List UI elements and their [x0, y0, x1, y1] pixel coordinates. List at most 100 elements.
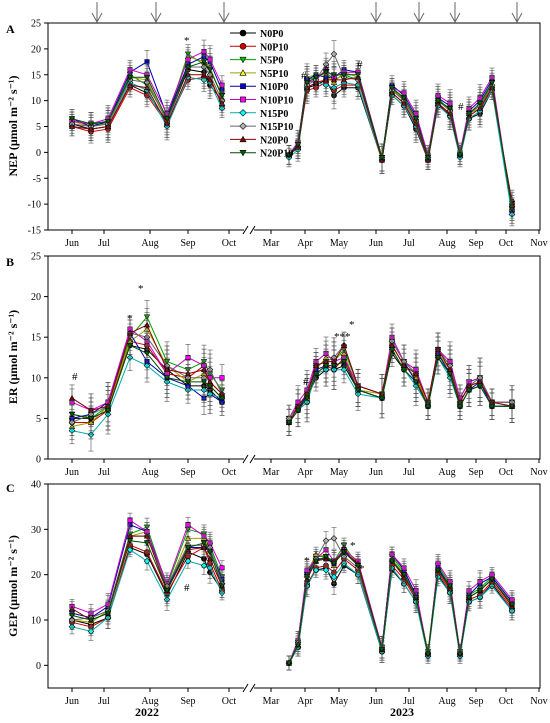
- arrow-icon: [370, 2, 382, 24]
- x-tick-label: Jul: [403, 696, 415, 707]
- data-point: [322, 566, 330, 574]
- data-point: [456, 651, 464, 658]
- data-point: [87, 416, 95, 422]
- panel-B-annotations: # * * # *** *: [72, 283, 355, 388]
- series-line: [71, 74, 223, 130]
- panel-C-ylabel: GEP (μmol m⁻² s⁻¹): [6, 535, 20, 637]
- series-N20P0: [68, 526, 516, 671]
- series-N15P0: [68, 542, 516, 671]
- y-tick-label: 20: [31, 292, 41, 303]
- annotation-hash: #: [303, 376, 309, 388]
- x-tick-label: Sep: [469, 467, 484, 478]
- data-point: [218, 395, 226, 402]
- annotation-star: *: [349, 319, 355, 331]
- x-tick-label: Aug: [438, 238, 455, 249]
- x-tick-label: Jun: [369, 238, 383, 249]
- series-line: [71, 519, 223, 614]
- data-point: [206, 67, 214, 73]
- x-tick-label: May: [330, 696, 348, 707]
- annotation-star: *: [350, 540, 356, 552]
- annotation-hash: #: [301, 70, 307, 82]
- data-point: [285, 660, 293, 667]
- legend-label: N20P0: [260, 135, 288, 146]
- x-tick-label: Aug: [141, 696, 158, 707]
- panel-B-xticks: Jun Jul Aug Sep Oct Mar Apr May Jun Jul Aug Sep Oct N…: [65, 454, 548, 478]
- panel-C-plot: [68, 512, 516, 671]
- data-point: [219, 565, 225, 571]
- data-point: [104, 610, 112, 617]
- data-point: [340, 549, 348, 556]
- data-point: [322, 363, 330, 369]
- data-point: [206, 549, 214, 556]
- data-point: [456, 403, 464, 410]
- panel-A-xticks: Jun Jul Aug Sep Oct Mar Apr May Jun Jul Aug Sep Oct N…: [65, 225, 548, 249]
- x-tick-label: Aug: [438, 467, 455, 478]
- data-point: [68, 394, 76, 401]
- annotation-hash: #: [72, 371, 78, 383]
- data-point: [87, 121, 95, 128]
- arrow-head: [91, 12, 103, 24]
- x-tick-label: Mar: [263, 467, 280, 478]
- data-point: [378, 155, 386, 161]
- x-tick-label: Jul: [403, 467, 415, 478]
- data-point: [163, 375, 171, 382]
- series-line: [71, 328, 222, 411]
- x-tick-label: May: [330, 467, 348, 478]
- data-point: [446, 371, 454, 377]
- data-point: [200, 71, 208, 78]
- series-N5P10: [68, 47, 516, 221]
- arrow-icon: [511, 2, 523, 24]
- y-tick-label: 25: [31, 252, 41, 263]
- annotation-star: *: [184, 35, 190, 47]
- data-point: [185, 354, 191, 361]
- panel-A-letter: A: [6, 22, 15, 36]
- data-point: [303, 80, 311, 86]
- x-tick-label: Jun: [369, 467, 383, 478]
- data-point: [312, 558, 320, 565]
- data-point: [322, 537, 330, 544]
- data-point: [144, 59, 150, 65]
- series-line: [71, 344, 223, 419]
- data-point: [185, 522, 191, 528]
- data-point: [303, 574, 311, 581]
- y-tick-label: -5: [33, 174, 41, 185]
- axis-break-mark: [249, 225, 256, 235]
- series-line: [71, 540, 223, 621]
- data-point: [68, 411, 76, 418]
- series-line: [71, 548, 223, 632]
- data-point: [434, 567, 442, 574]
- series-line: [71, 324, 223, 411]
- panel-B: B ER (μmol m⁻² s⁻¹) 0 5 10 15 20 25 Jun Jul Aug…: [6, 252, 548, 479]
- data-point: [340, 359, 348, 365]
- data-point: [508, 601, 516, 608]
- axis-break-gap: [244, 685, 254, 691]
- data-point: [294, 642, 302, 649]
- data-point: [330, 363, 338, 369]
- y-tick-label: 25: [31, 19, 41, 30]
- x-tick-label: Sep: [181, 696, 196, 707]
- arrow-icon: [449, 2, 461, 24]
- panel-A-plot: [68, 39, 516, 227]
- data-point: [239, 56, 247, 64]
- annotation-star: *: [138, 283, 144, 295]
- data-point: [184, 379, 192, 386]
- axis-break-mark: [249, 454, 256, 464]
- data-point: [143, 351, 151, 357]
- data-point: [388, 85, 396, 91]
- y-tick-label: -10: [28, 200, 41, 211]
- panel-C: C GEP (μmol m⁻² s⁻¹) 0 10 20 30 40 Jun Jul Aug…: [6, 480, 548, 708]
- y-tick-label: -15: [28, 226, 41, 237]
- legend-label: N0P0: [260, 29, 283, 40]
- data-point: [508, 403, 516, 410]
- series-N5P10: [68, 522, 516, 671]
- data-point: [465, 387, 473, 394]
- data-point: [163, 116, 171, 122]
- data-point: [239, 69, 247, 76]
- data-point: [412, 379, 420, 386]
- data-point: [340, 342, 348, 348]
- x-tick-label: Jun: [65, 467, 79, 478]
- data-point: [68, 613, 76, 619]
- data-point: [378, 647, 386, 653]
- x-tick-label: Oct: [499, 696, 514, 707]
